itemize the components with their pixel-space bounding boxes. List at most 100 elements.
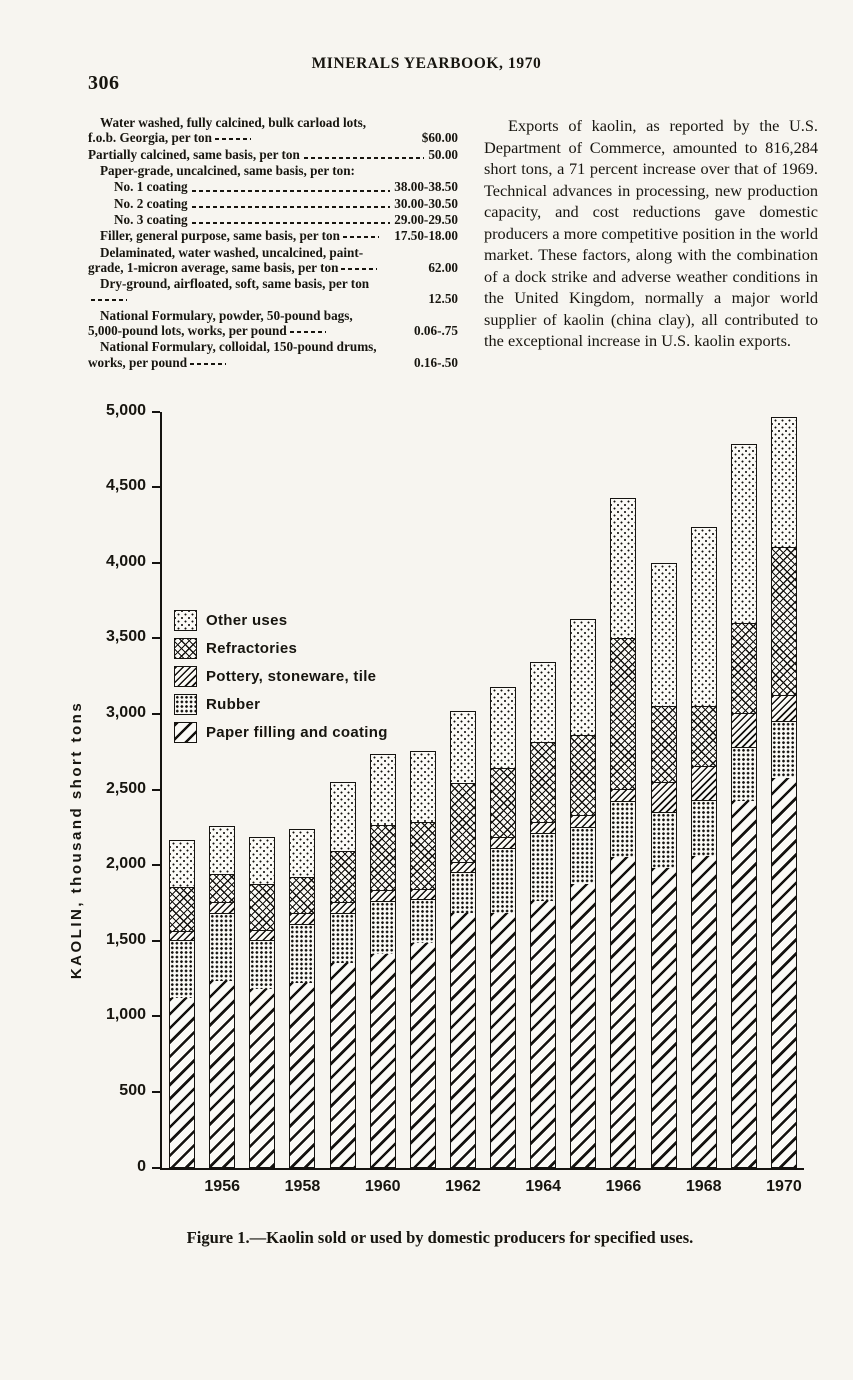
entry-price: 0.06-.75 [414, 323, 458, 339]
legend-item: Paper filling and coating [174, 722, 388, 743]
bar-segment-rubber [170, 940, 195, 998]
bar-segment-rubber [731, 746, 756, 802]
price-entry: No. 3 coating 29.00-29.50 [114, 212, 458, 227]
price-entry: Partially calcined, same basis, per ton 5… [88, 147, 458, 162]
bar-segment-other [611, 499, 636, 638]
price-entry: Delaminated, water washed, uncalcined, p… [88, 245, 458, 276]
bar-segment-pottery [571, 814, 596, 827]
y-tick-mark [152, 864, 160, 867]
plot-area: Other uses Refractories Pottery, stoneware… [160, 412, 804, 1170]
bar-segment-rubber [491, 848, 516, 913]
bar-segment-pottery [731, 713, 756, 747]
legend-swatch-dots [174, 694, 197, 715]
entry-label: No. 1 coating [114, 179, 188, 195]
bar-segment-rubber [410, 899, 435, 944]
bar-1969 [730, 443, 757, 1168]
entry-price: 30.00-30.50 [394, 195, 458, 211]
legend-label: Paper filling and coating [206, 724, 388, 741]
bar-segment-pottery [170, 931, 195, 941]
price-entry: No. 1 coating 38.00-38.50 [114, 179, 458, 194]
legend-label: Refractories [206, 640, 298, 657]
y-tick-mark [152, 1090, 160, 1093]
bar-segment-refractories [771, 547, 796, 696]
x-tick-label: 1966 [605, 1178, 642, 1195]
bar-1955 [169, 839, 196, 1168]
price-entry: Dry-ground, airfloated, soft, same basis… [88, 276, 458, 307]
price-list: Water washed, fully calcined, bulk carlo… [88, 115, 458, 371]
entry-price: 62.00 [428, 259, 458, 275]
legend-label: Rubber [206, 696, 261, 713]
header-title: MINERALS YEARBOOK, 1970 [311, 55, 542, 72]
bar-segment-rubber [771, 720, 796, 779]
bar-segment-rubber [571, 826, 596, 885]
bar-segment-refractories [370, 825, 395, 891]
legend-label: Pottery, stoneware, tile [206, 668, 377, 685]
bar-segment-paper [611, 857, 636, 1167]
bar-segment-other [330, 783, 355, 852]
bar-1957 [249, 836, 276, 1168]
entry-leader [342, 236, 379, 239]
bar-segment-paper [410, 943, 435, 1167]
y-tick-label: 3,000 [105, 703, 146, 721]
bar-segment-rubber [651, 811, 676, 868]
bar-segment-other [771, 417, 796, 548]
price-entry: Paper-grade, uncalcined, same basis, per… [88, 163, 458, 178]
bar-segment-pottery [210, 902, 235, 913]
entry-label: No. 2 coating [114, 195, 188, 211]
bar-segment-pottery [410, 888, 435, 900]
bar-segment-paper [290, 982, 315, 1167]
bar-segment-other [531, 662, 556, 743]
bar-segment-refractories [170, 887, 195, 932]
y-tick-mark [152, 788, 160, 791]
bar-1970 [770, 416, 797, 1168]
bar-segment-paper [771, 778, 796, 1167]
entry-price: 50.00 [428, 146, 458, 162]
entry-price: 38.00-38.50 [394, 179, 458, 195]
bar-segment-refractories [330, 851, 355, 903]
entry-leader [91, 299, 127, 302]
bar-segment-other [250, 837, 275, 885]
y-tick-label: 5,000 [105, 401, 146, 419]
content-columns: Water washed, fully calcined, bulk carlo… [88, 115, 818, 371]
bar-segment-refractories [450, 783, 475, 862]
bar-segment-other [290, 830, 315, 877]
figure-caption: Figure 1.—Kaolin sold or used by domesti… [186, 1228, 694, 1247]
legend-item: Pottery, stoneware, tile [174, 666, 388, 687]
bar-segment-paper [651, 867, 676, 1167]
bar-segment-other [571, 620, 596, 735]
entry-label: Partially calcined, same basis, per ton [88, 146, 300, 162]
entry-leader [289, 331, 326, 334]
bar-segment-pottery [450, 861, 475, 873]
bar-segment-other [170, 840, 195, 888]
legend-item: Other uses [174, 610, 388, 631]
bar-segment-refractories [410, 822, 435, 889]
bar-1961 [409, 750, 436, 1168]
y-tick-mark [152, 561, 160, 564]
x-tick-label: 1960 [364, 1178, 401, 1195]
bar-segment-paper [210, 981, 235, 1167]
y-tick-label: 0 [137, 1157, 146, 1175]
bar-segment-refractories [250, 884, 275, 930]
article-paragraph: Exports of kaolin, as reported by the U.… [484, 116, 818, 350]
bar-1963 [490, 687, 517, 1168]
bar-segment-pottery [691, 766, 716, 800]
bar-1958 [289, 829, 316, 1168]
entry-label: Dry-ground, airfloated, soft, same basis… [100, 276, 370, 292]
x-tick-label: 1956 [204, 1178, 240, 1195]
bar-segment-paper [491, 913, 516, 1167]
entry-price: 12.50 [428, 291, 458, 307]
bar-segment-paper [250, 988, 275, 1167]
bar-segment-rubber [370, 900, 395, 954]
bar-1968 [690, 526, 717, 1168]
bar-segment-rubber [531, 832, 556, 901]
entry-leader [190, 362, 227, 365]
bar-segment-refractories [691, 705, 716, 767]
x-tick-label: 1964 [525, 1178, 561, 1195]
y-tick-mark [152, 939, 160, 942]
bar-segment-pottery [651, 781, 676, 812]
legend-swatch-stipple [174, 610, 197, 631]
bar-segment-other [450, 712, 475, 784]
bar-1959 [329, 782, 356, 1168]
bar-segment-rubber [691, 799, 716, 856]
